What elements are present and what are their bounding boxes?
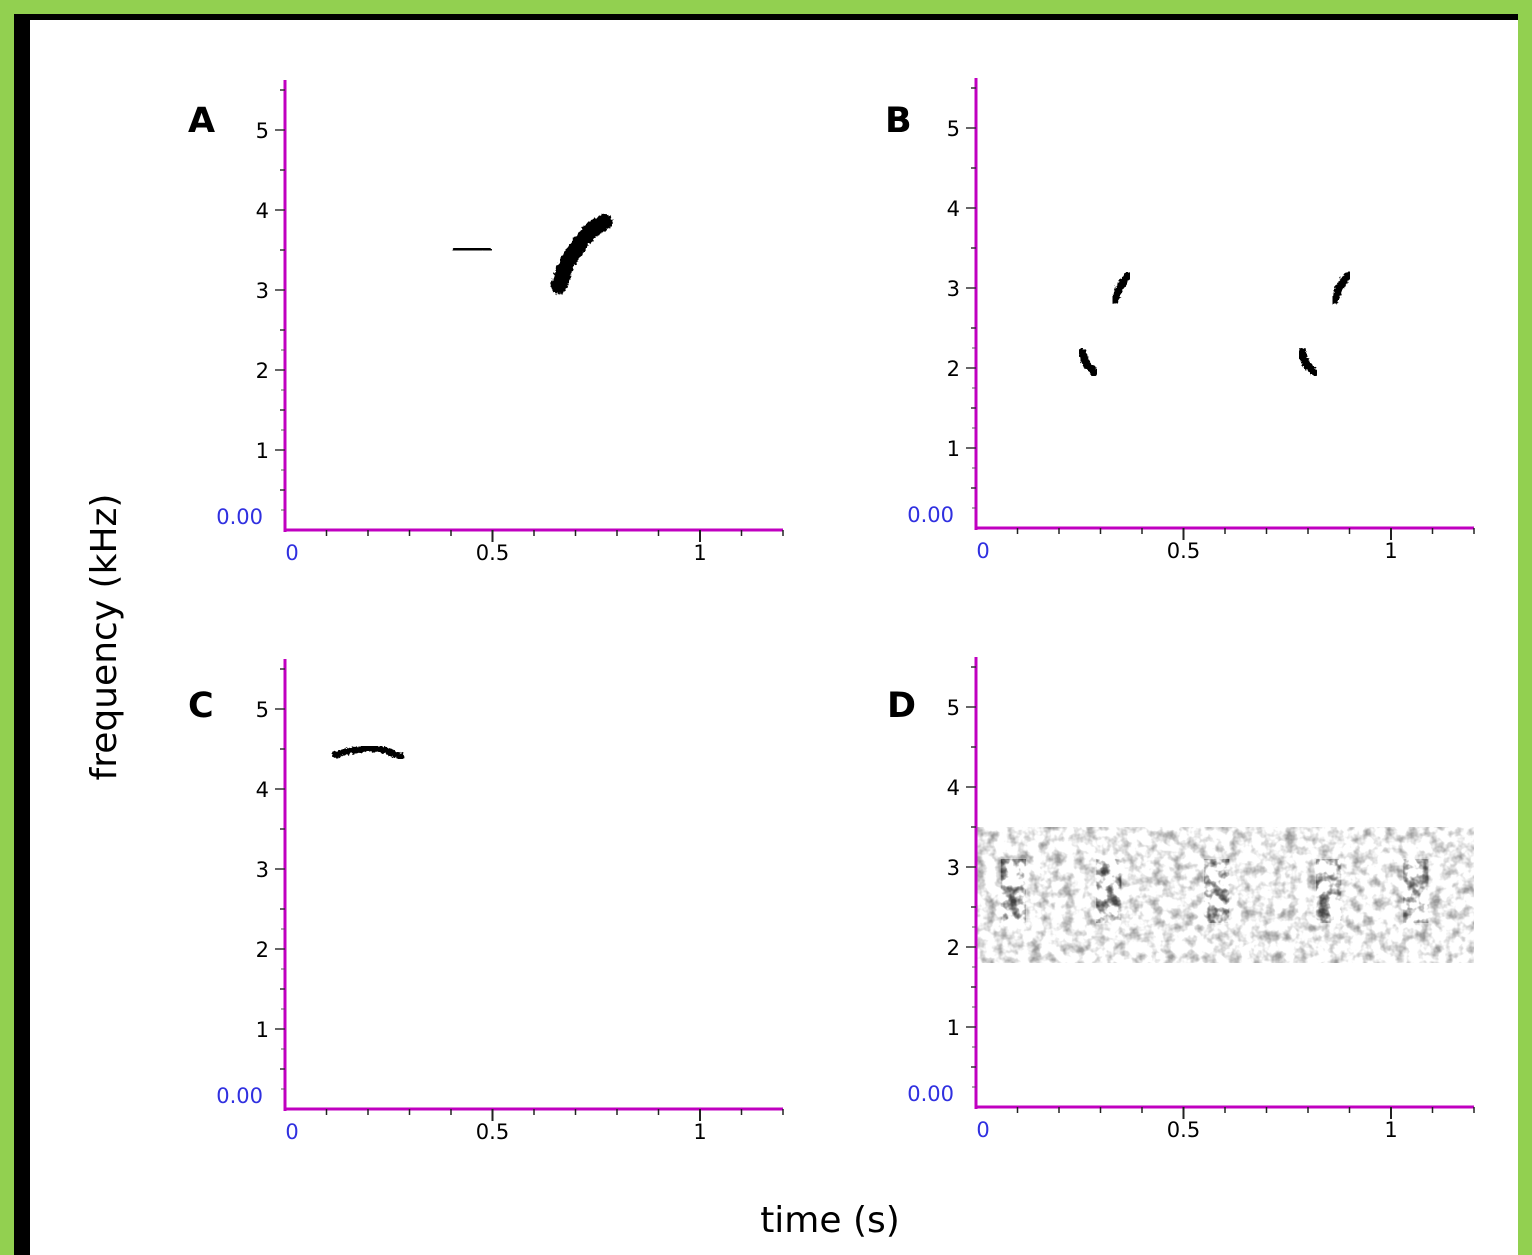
syllable xyxy=(1316,859,1342,923)
y-tick-label: 2 xyxy=(947,357,960,381)
y-tick-label: 4 xyxy=(256,199,269,223)
x-tick-label: 1 xyxy=(693,541,706,565)
y-zero-label: 0.00 xyxy=(907,1082,954,1106)
y-tick-label: 3 xyxy=(256,858,269,882)
syllable xyxy=(1000,859,1026,923)
y-tick-label: 1 xyxy=(947,437,960,461)
y-tick-label: 1 xyxy=(947,1016,960,1040)
syllable xyxy=(1204,859,1230,923)
y-tick-label: 3 xyxy=(256,279,269,303)
y-zero-label: 0.00 xyxy=(907,503,954,527)
y-tick-label: 5 xyxy=(947,696,960,720)
y-tick-label: 5 xyxy=(256,119,269,143)
y-tick-label: 4 xyxy=(947,776,960,800)
x-axis-title: time (s) xyxy=(760,1200,900,1241)
syllable xyxy=(550,214,613,294)
y-tick-label: 3 xyxy=(947,856,960,880)
panels: A 0.00 1 2 3 4 5 0 0.5 1 B 0.00 1 2 3 4 5 0 0.5 1 C 0.00 1 2 3 4 5… xyxy=(188,78,1475,1144)
panel-letter: A xyxy=(188,101,215,141)
x-tick-label: 1 xyxy=(1384,539,1397,563)
y-tick-label: 5 xyxy=(947,117,960,141)
figure-canvas: frequency (kHz) time (s) A 0.00 1 2 3 4 5 0 0.5 1… xyxy=(30,20,1518,1255)
y-zero-label: 0.00 xyxy=(216,1084,263,1108)
y-tick-label: 3 xyxy=(947,277,960,301)
y-tick-label: 4 xyxy=(947,197,960,221)
spectrogram-marks xyxy=(1077,272,1352,376)
panel-letter: D xyxy=(887,686,916,726)
x-tick-label: 0.5 xyxy=(1167,1118,1200,1142)
y-axis-title: frequency (kHz) xyxy=(84,494,125,781)
x-zero-label: 0 xyxy=(976,539,989,563)
y-zero-label: 0.00 xyxy=(216,505,263,529)
y-tick-label: 2 xyxy=(947,936,960,960)
x-tick-label: 1 xyxy=(693,1120,706,1144)
panel-d: D 0.00 1 2 3 4 5 0 0.5 1 xyxy=(887,657,1475,1142)
y-tick-label: 5 xyxy=(256,698,269,722)
syllable xyxy=(1297,348,1319,376)
x-zero-label: 0 xyxy=(285,1120,298,1144)
syllable xyxy=(451,245,492,254)
syllable xyxy=(1331,272,1352,304)
spectrogram-figure: frequency (kHz) time (s) A 0.00 1 2 3 4 5 0 0.5 1… xyxy=(84,78,1475,1241)
x-zero-label: 0 xyxy=(976,1118,989,1142)
y-tick-label: 4 xyxy=(256,778,269,802)
panel-a: A 0.00 1 2 3 4 5 0 0.5 1 xyxy=(188,80,784,565)
x-tick-label: 1 xyxy=(1384,1118,1397,1142)
x-zero-label: 0 xyxy=(285,541,298,565)
syllable xyxy=(1096,859,1122,923)
spectrogram-marks xyxy=(976,827,1474,963)
panel-b: B 0.00 1 2 3 4 5 0 0.5 1 xyxy=(885,78,1475,563)
syllable xyxy=(1111,272,1132,304)
panel-c: C 0.00 1 2 3 4 5 0 0.5 1 xyxy=(188,659,784,1144)
y-tick-label: 1 xyxy=(256,439,269,463)
y-tick-label: 2 xyxy=(256,359,269,383)
y-tick-label: 2 xyxy=(256,938,269,962)
x-tick-label: 0.5 xyxy=(476,541,509,565)
panel-letter: B xyxy=(885,101,912,141)
syllable xyxy=(331,745,405,761)
spectrogram-marks xyxy=(438,214,613,393)
y-tick-label: 1 xyxy=(256,1018,269,1042)
syllable xyxy=(1403,859,1429,923)
panel-letter: C xyxy=(188,686,214,726)
x-tick-label: 0.5 xyxy=(476,1120,509,1144)
spectrogram-marks xyxy=(331,702,643,761)
syllable xyxy=(1077,348,1099,376)
x-tick-label: 0.5 xyxy=(1167,539,1200,563)
